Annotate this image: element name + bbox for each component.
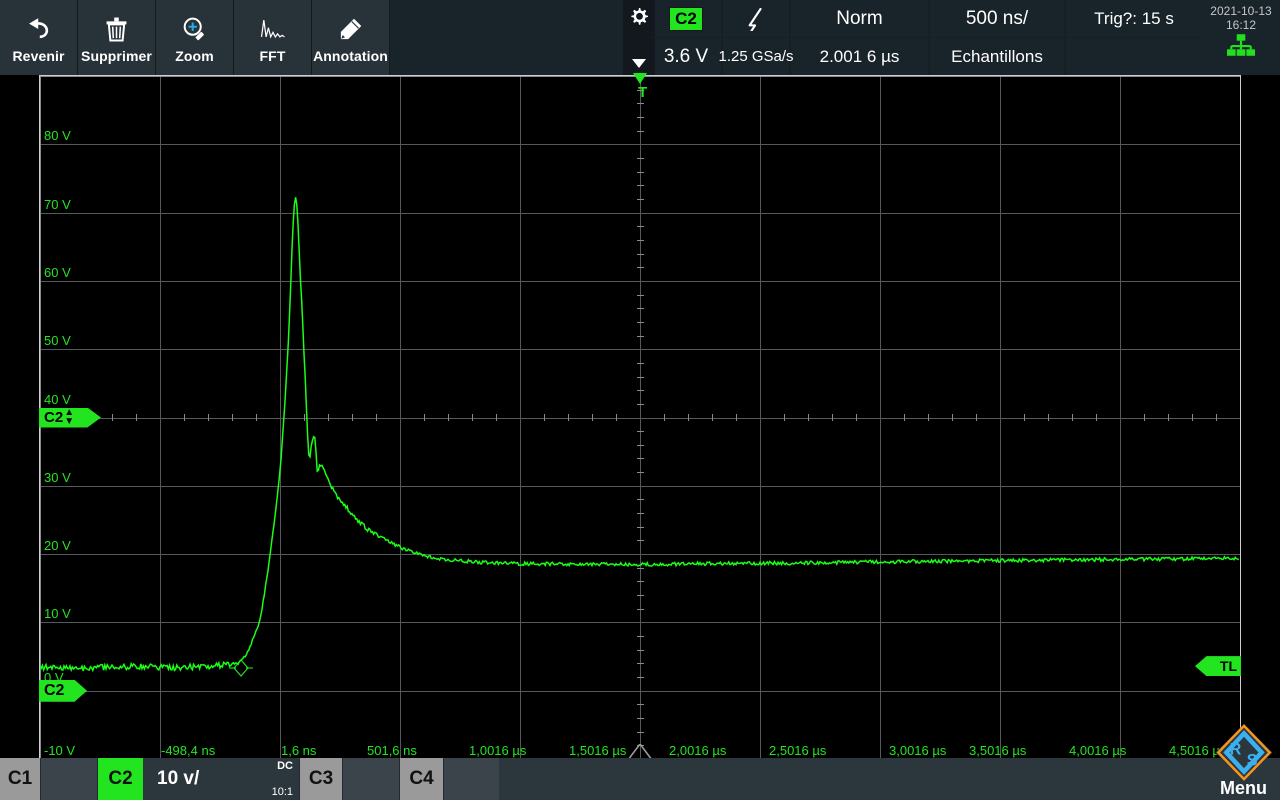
- svg-text:S: S: [1246, 751, 1257, 769]
- svg-text:R: R: [1229, 740, 1241, 758]
